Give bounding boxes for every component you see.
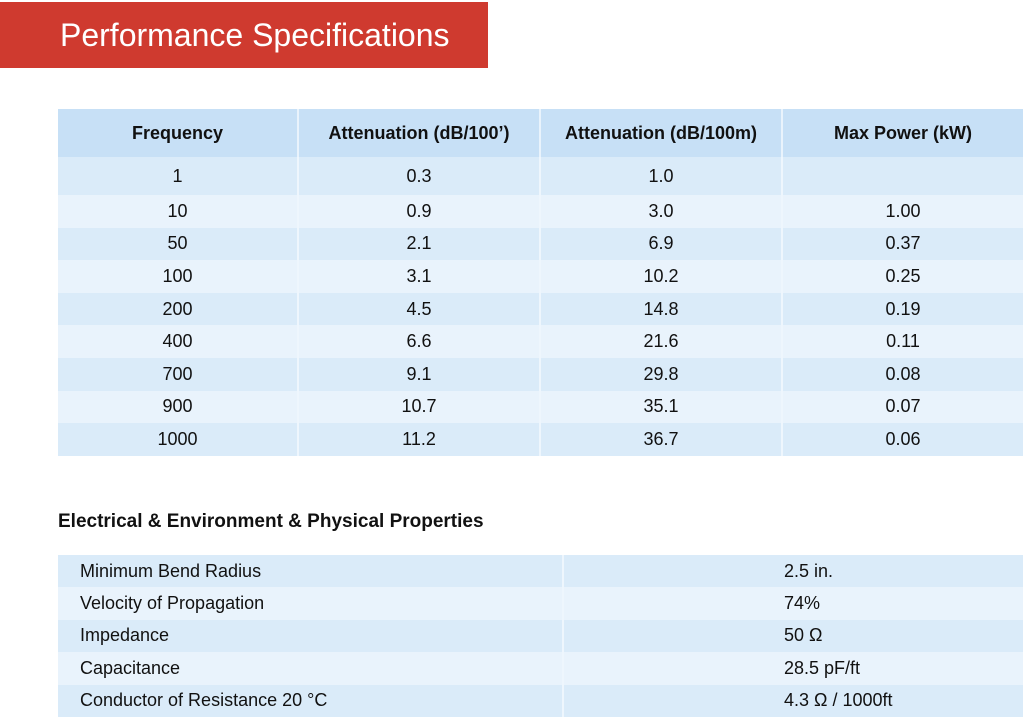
column-header: Max Power (kW) [782,109,1023,157]
attenuation-ft-cell: 0.3 [298,157,541,195]
attenuation-ft-cell: 11.2 [298,423,541,456]
frequency-cell: 200 [58,292,299,326]
table-row: 100 3.1 10.2 0.25 [58,260,1023,293]
property-value: 2.5 in. [563,555,1023,588]
property-name: Conductor of Resistance 20 °C [58,684,564,717]
table-row: 400 6.6 21.6 0.11 [58,325,1023,358]
column-header: Frequency [58,109,299,157]
page-title: Performance Specifications [60,17,450,53]
property-row: Conductor of Resistance 20 °C 4.3 Ω / 10… [58,684,1023,717]
frequency-cell: 1000 [58,423,299,456]
property-name: Capacitance [58,652,564,685]
frequency-cell: 400 [58,325,299,358]
attenuation-ft-cell: 4.5 [298,292,541,326]
table-row: 10 0.9 3.0 1.00 [58,195,1023,228]
property-row: Capacitance 28.5 pF/ft [58,652,1023,685]
page-title-banner: Performance Specifications [0,2,488,68]
max-power-cell: 0.06 [782,423,1023,456]
attenuation-m-cell: 21.6 [540,325,783,358]
table-row: 900 10.7 35.1 0.07 [58,390,1023,424]
attenuation-m-cell: 10.2 [540,260,783,293]
frequency-cell: 1 [58,157,299,195]
column-header: Attenuation (dB/100m) [540,109,783,157]
attenuation-ft-cell: 2.1 [298,227,541,261]
attenuation-m-cell: 3.0 [540,195,783,228]
max-power-cell: 0.37 [782,227,1023,261]
frequency-cell: 900 [58,390,299,424]
property-value: 28.5 pF/ft [563,652,1023,685]
attenuation-m-cell: 1.0 [540,157,783,195]
max-power-cell: 0.07 [782,390,1023,424]
property-name: Impedance [58,619,564,653]
attenuation-ft-cell: 9.1 [298,357,541,391]
property-name: Minimum Bend Radius [58,555,564,588]
frequency-cell: 100 [58,260,299,293]
property-value: 4.3 Ω / 1000ft [563,684,1023,717]
max-power-cell: 0.25 [782,260,1023,293]
frequency-cell: 10 [58,195,299,228]
column-header: Attenuation (dB/100’) [298,109,541,157]
attenuation-ft-cell: 10.7 [298,390,541,424]
attenuation-m-cell: 36.7 [540,423,783,456]
property-value: 50 Ω [563,619,1023,653]
attenuation-m-cell: 35.1 [540,390,783,424]
attenuation-m-cell: 14.8 [540,292,783,326]
property-row: Impedance 50 Ω [58,619,1023,653]
attenuation-ft-cell: 0.9 [298,195,541,228]
table-row: 50 2.1 6.9 0.37 [58,227,1023,261]
properties-table: Minimum Bend Radius 2.5 in. Velocity of … [58,555,1023,717]
property-row: Velocity of Propagation 74% [58,587,1023,620]
table-row: 1000 11.2 36.7 0.06 [58,423,1023,456]
property-row: Minimum Bend Radius 2.5 in. [58,555,1023,588]
performance-table: Frequency Attenuation (dB/100’) Attenuat… [58,109,1023,456]
properties-heading: Electrical & Environment & Physical Prop… [58,511,484,532]
table-row: 200 4.5 14.8 0.19 [58,292,1023,326]
property-name: Velocity of Propagation [58,587,564,620]
max-power-cell [782,157,1023,195]
max-power-cell: 0.11 [782,325,1023,358]
table-row: 700 9.1 29.8 0.08 [58,357,1023,391]
max-power-cell: 0.08 [782,357,1023,391]
frequency-cell: 700 [58,357,299,391]
attenuation-ft-cell: 3.1 [298,260,541,293]
attenuation-m-cell: 29.8 [540,357,783,391]
frequency-cell: 50 [58,227,299,261]
attenuation-ft-cell: 6.6 [298,325,541,358]
max-power-cell: 0.19 [782,292,1023,326]
max-power-cell: 1.00 [782,195,1023,228]
table-row: 1 0.3 1.0 [58,157,1023,195]
property-value: 74% [563,587,1023,620]
table-header-row: Frequency Attenuation (dB/100’) Attenuat… [58,109,1023,157]
attenuation-m-cell: 6.9 [540,227,783,261]
